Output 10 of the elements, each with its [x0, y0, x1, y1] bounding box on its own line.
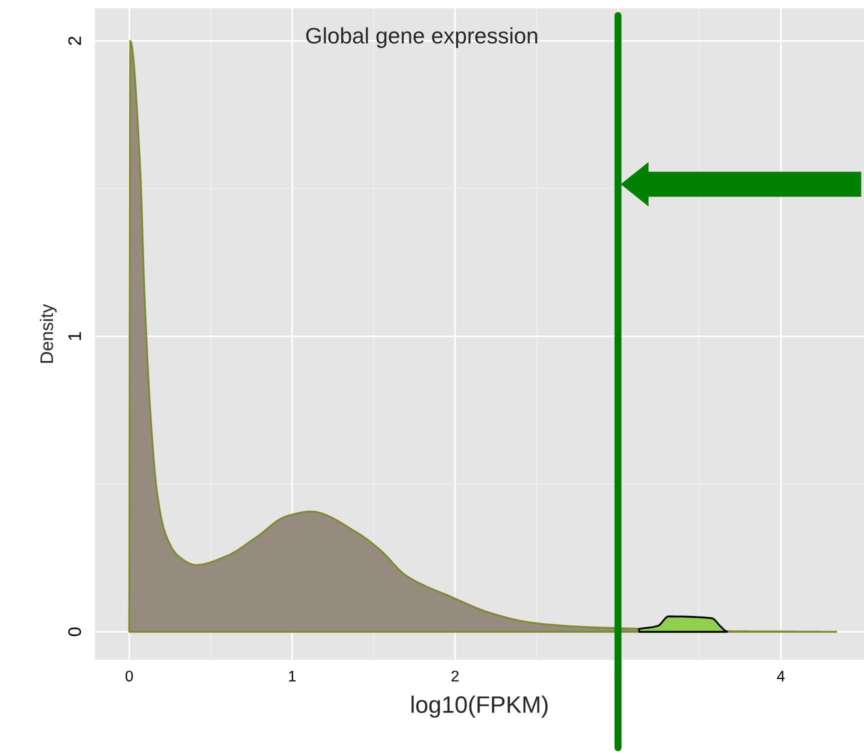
x-tick-label: 1	[289, 670, 296, 682]
y-tick-label: 1	[68, 332, 81, 340]
x-tick-label: 4	[777, 670, 785, 682]
x-axis-title: log10(FPKM)	[412, 696, 548, 718]
y-tick-label: 2	[68, 36, 81, 45]
x-tick-label: 0	[126, 670, 133, 682]
x-tick-label: 2	[452, 670, 459, 682]
y-tick-label: 0	[68, 627, 82, 636]
text: Global gene expression	[306, 27, 538, 48]
y-axis-title: Density	[40, 304, 57, 363]
